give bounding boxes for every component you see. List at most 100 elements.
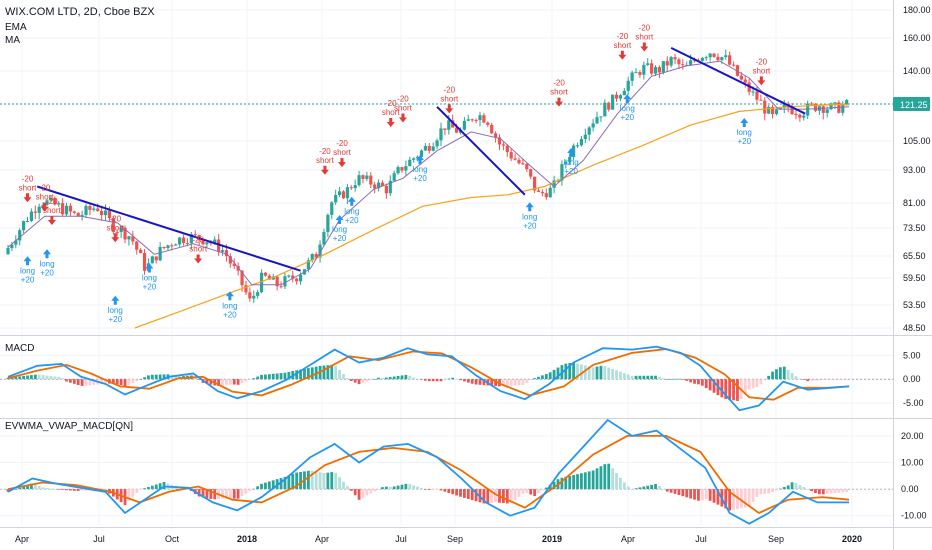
price-tick-label: 81.00: [903, 198, 926, 208]
histogram-bar: [158, 374, 162, 380]
long-signal-label: long: [20, 266, 35, 275]
histogram-bar: [111, 379, 115, 385]
histogram-bar: [673, 378, 677, 380]
histogram-bar: [431, 379, 435, 382]
candle-body: [431, 146, 435, 151]
histogram-bar: [260, 374, 263, 380]
histogram-bar: [544, 373, 548, 380]
histogram-bar: [260, 483, 263, 490]
short-signal-label: short: [19, 183, 38, 192]
candle-body: [435, 140, 439, 147]
candle-body: [845, 99, 849, 105]
short-signal-label: short: [189, 245, 208, 254]
histogram-bar: [76, 489, 80, 491]
short-signal-value: -20: [397, 95, 409, 104]
histogram-bar: [213, 489, 217, 500]
histogram-bar: [100, 379, 104, 384]
histogram-bar: [443, 379, 447, 381]
candle-body: [341, 191, 346, 199]
trend-line: [36, 185, 301, 272]
short-arrow-icon: [445, 104, 454, 114]
long-signal-label: long: [39, 259, 54, 268]
candle-body: [135, 241, 139, 250]
candle-body: [150, 256, 154, 264]
histogram-bar: [447, 378, 451, 380]
candle-body: [220, 250, 225, 252]
histogram-bar: [642, 375, 646, 380]
histogram-bar: [782, 487, 786, 490]
histogram-bar: [162, 374, 166, 380]
candle-body: [611, 94, 615, 110]
histogram-bar: [248, 489, 252, 492]
histogram-bar: [790, 482, 794, 490]
last-price-text: 121.25: [900, 100, 928, 110]
histogram-bar: [451, 377, 455, 380]
histogram-bar: [533, 378, 537, 380]
candle-body: [439, 128, 443, 141]
histogram-bar: [412, 377, 416, 380]
histogram-bar: [759, 379, 763, 385]
candle-body: [603, 102, 607, 117]
candle-body: [497, 137, 502, 145]
histogram-bar: [119, 379, 123, 386]
long-arrow-icon: [623, 94, 632, 104]
histogram-bar: [310, 367, 314, 380]
histogram-bar: [724, 379, 728, 400]
long-signal-value: +20: [21, 275, 35, 284]
histogram-bar: [775, 369, 778, 380]
candle-body: [96, 208, 100, 211]
long-signal-label: long: [344, 207, 359, 216]
histogram-bar: [595, 468, 599, 490]
short-signal-label: short: [382, 108, 401, 117]
histogram-bar: [26, 375, 29, 380]
histogram-bar: [92, 379, 96, 385]
short-signal-label: short: [440, 94, 459, 103]
short-arrow-icon: [554, 97, 563, 107]
candle-body: [646, 63, 650, 65]
histogram-bar: [778, 488, 782, 490]
candle-body: [103, 210, 108, 216]
candle-body: [322, 232, 326, 245]
histogram-bar: [599, 466, 603, 490]
histogram-bar: [306, 470, 310, 490]
macd-pane[interactable]: [0, 345, 893, 412]
candle-body: [517, 159, 521, 164]
candle-body: [809, 103, 814, 105]
candle-body: [100, 210, 104, 216]
histogram-bar: [439, 379, 443, 382]
short-signal-value: -20: [639, 24, 651, 33]
last-price-badge: [893, 97, 930, 111]
candle-body: [689, 60, 693, 65]
candle-body: [291, 275, 295, 279]
histogram-bar: [412, 485, 416, 490]
candle-body: [25, 220, 30, 222]
candle-body: [396, 167, 400, 174]
candle-body: [423, 146, 427, 151]
histogram-bar: [377, 489, 380, 490]
long-signal-value: +20: [345, 216, 359, 225]
histogram-bar: [689, 489, 693, 499]
histogram-bar: [256, 486, 260, 490]
short-signal-label: short: [752, 66, 771, 75]
evwma-pane[interactable]: [0, 418, 893, 525]
histogram-bar: [154, 484, 158, 490]
histogram-bar: [291, 473, 295, 490]
candle-body: [470, 119, 474, 121]
short-arrow-icon: [618, 50, 627, 60]
short-signal-value: -20: [22, 174, 34, 183]
histogram-bar: [135, 379, 139, 382]
candle-body: [295, 278, 299, 282]
short-signal-value: -20: [443, 85, 455, 94]
short-signal-value: -20: [756, 57, 768, 66]
time-tick-label: Jul: [395, 534, 407, 544]
candle-body: [189, 234, 193, 244]
candle-body: [540, 191, 545, 194]
candle-body: [634, 72, 638, 74]
long-signal-label: long: [142, 274, 157, 283]
long-arrow-icon: [111, 295, 120, 305]
macd-tick-label: -5.00: [903, 398, 924, 408]
candle-body: [716, 56, 720, 61]
histogram-bar: [798, 378, 802, 380]
histogram-bar: [381, 377, 384, 380]
